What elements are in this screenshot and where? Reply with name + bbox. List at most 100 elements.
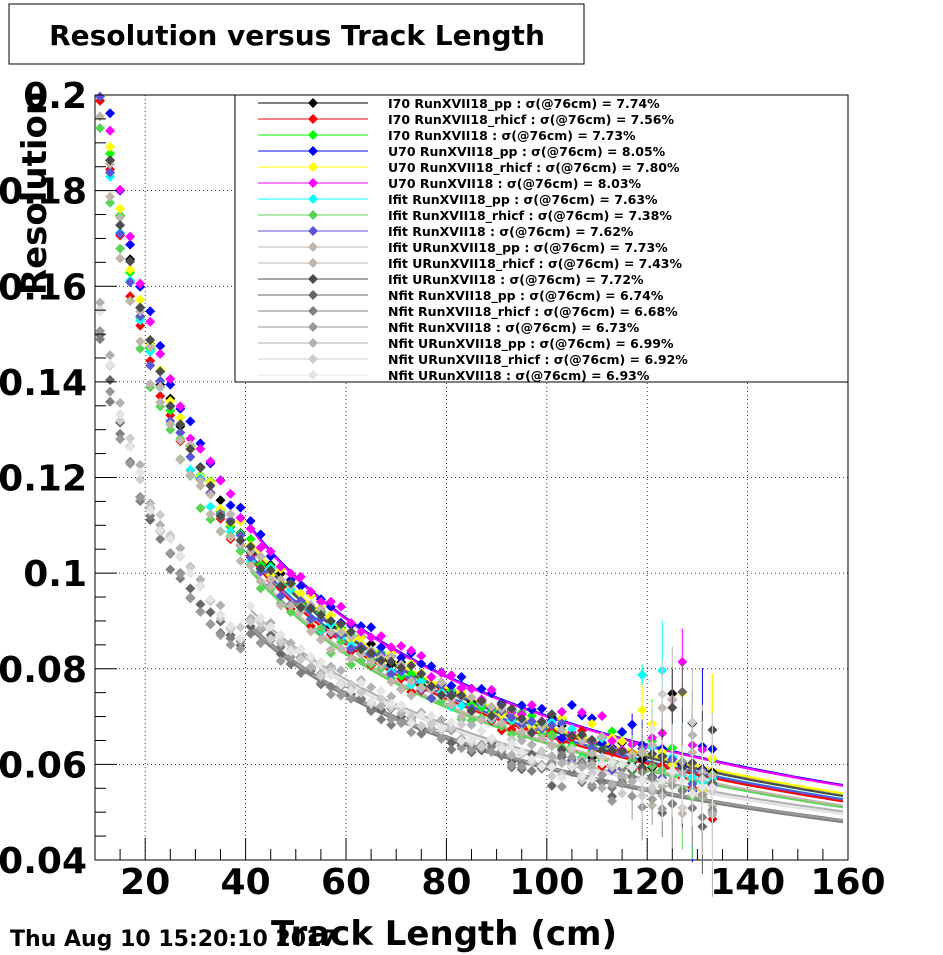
data-point (396, 684, 407, 695)
data-point (466, 705, 477, 716)
chart-title: Resolution versus Track Length (49, 19, 545, 52)
data-point (546, 720, 557, 731)
data-point (305, 586, 316, 597)
data-point (386, 691, 397, 702)
data-point (275, 561, 286, 572)
data-point (486, 747, 497, 758)
data-point (456, 682, 467, 693)
data-point (426, 710, 437, 721)
data-point (576, 729, 587, 740)
data-point (295, 644, 306, 655)
data-point (335, 665, 346, 676)
data-point (135, 492, 146, 503)
data-point (125, 296, 136, 307)
data-point (285, 607, 296, 618)
data-point (426, 681, 437, 692)
data-point (185, 469, 196, 480)
data-point (356, 626, 367, 637)
data-point (245, 560, 256, 571)
data-point (566, 752, 577, 763)
data-point (456, 700, 467, 711)
data-point (416, 676, 427, 687)
data-point (245, 516, 256, 527)
data-point (396, 641, 407, 652)
legend-marker (308, 354, 318, 364)
data-point (597, 777, 608, 788)
data-point (195, 480, 206, 491)
data-point (255, 583, 266, 594)
data-point (536, 761, 547, 772)
data-point (105, 141, 116, 152)
x-tick-label: 80 (421, 862, 471, 903)
data-point (105, 396, 116, 407)
data-point (185, 583, 196, 594)
data-point (205, 456, 216, 467)
data-point (195, 574, 206, 585)
data-point (315, 671, 326, 682)
data-point (556, 772, 567, 783)
data-point (556, 781, 567, 792)
data-point (225, 517, 236, 528)
data-point (245, 552, 256, 563)
data-point (105, 386, 116, 397)
legend-label: Ifit URunXVII18_pp : σ(@76cm) = 7.73% (388, 240, 668, 256)
data-point (195, 438, 206, 449)
data-point (115, 220, 126, 231)
data-point (255, 637, 266, 648)
data-point (115, 397, 126, 408)
data-point (245, 601, 256, 612)
data-point (526, 716, 537, 727)
data-point (496, 743, 507, 754)
legend-marker (308, 194, 318, 204)
data-point (366, 656, 377, 667)
data-point (546, 780, 557, 791)
data-point (627, 776, 638, 787)
data-point (396, 662, 407, 673)
data-point (446, 670, 457, 681)
axis-ticks (94, 94, 849, 861)
data-point (255, 617, 266, 628)
data-point (466, 683, 477, 694)
data-point (436, 714, 447, 725)
legend-entry: Ifit RunXVII18_rhicf : σ(@76cm) = 7.38% (258, 208, 672, 224)
data-point (506, 712, 517, 723)
data-point (265, 574, 276, 585)
data-point (416, 658, 427, 669)
data-point (235, 643, 246, 654)
data-point (105, 155, 116, 166)
data-point (516, 700, 527, 711)
data-point (265, 565, 276, 576)
data-point (426, 661, 437, 672)
data-point (315, 634, 326, 645)
data-point (135, 278, 146, 289)
title-box: Resolution versus Track Length (8, 3, 585, 65)
data-point (165, 534, 176, 545)
data-point (245, 541, 256, 552)
data-point (325, 616, 336, 627)
data-point (406, 669, 417, 680)
data-point (346, 617, 357, 628)
data-point (456, 736, 467, 747)
data-point (376, 693, 387, 704)
data-point (516, 746, 527, 757)
data-point (95, 325, 106, 336)
data-point (536, 746, 547, 757)
data-point (255, 576, 266, 587)
data-point (315, 610, 326, 621)
data-point (597, 745, 608, 756)
data-point (135, 320, 146, 331)
data-point (516, 726, 527, 737)
data-point (155, 397, 166, 408)
data-point (235, 512, 246, 523)
data-point (707, 782, 718, 793)
data-point (145, 316, 156, 327)
data-point (406, 711, 417, 722)
legend-marker (308, 242, 318, 252)
legend-marker (308, 146, 318, 156)
data-point (667, 702, 678, 713)
y-tick-label: 0.06 (0, 745, 87, 786)
data-point (536, 716, 547, 727)
data-point (265, 621, 276, 632)
data-point (566, 730, 577, 741)
legend-label: Nfit RunXVII18_rhicf : σ(@76cm) = 6.68% (388, 304, 678, 320)
